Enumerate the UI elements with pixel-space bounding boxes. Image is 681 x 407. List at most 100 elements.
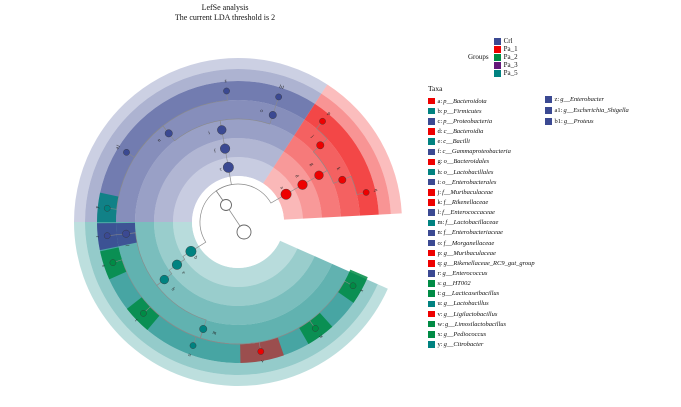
group-legend-item: Pa_5 bbox=[493, 69, 518, 77]
tree-edge bbox=[199, 280, 354, 345]
group-legend-item: Pa_2 bbox=[493, 53, 518, 61]
taxa-legend-item: h: o__Lactobacillales bbox=[428, 167, 535, 177]
taxon-node bbox=[220, 143, 231, 154]
taxa-legend-item: e: c__Bacilli bbox=[428, 137, 535, 147]
taxa-legend-item: o: f__Morganellaceae bbox=[428, 238, 535, 248]
taxa-key: j: bbox=[437, 188, 442, 196]
legend-swatch bbox=[493, 61, 501, 69]
taxa-key: d: bbox=[437, 127, 443, 135]
sector-ring bbox=[97, 81, 315, 223]
taxa-key: y: bbox=[437, 340, 443, 348]
taxon-node-letter: u bbox=[187, 353, 192, 359]
taxon-node-letter: a1 bbox=[115, 144, 122, 151]
taxa-legend-item: b1: g__Proteus bbox=[545, 116, 629, 127]
legend-swatch bbox=[428, 280, 435, 287]
taxa-legend-item: p: g__Muribaculaceae bbox=[428, 248, 535, 258]
group-legend-text: Pa_5 bbox=[503, 69, 518, 77]
taxon-node-letter: x bbox=[360, 288, 366, 293]
legend-swatch bbox=[428, 219, 435, 226]
sector-ring bbox=[172, 156, 274, 222]
taxon-node-letter: g bbox=[308, 162, 314, 167]
taxa-legend-item: n: f__Enterobacteriaceae bbox=[428, 228, 535, 238]
taxa-name: g__Rikenellaceae_RC9_gut_group bbox=[443, 259, 535, 267]
taxa-legend: Taxa a: p__Bacteroidota b: p__Firmicutes c: p… bbox=[428, 84, 535, 350]
taxa-legend-item: v: g__Ligilactobacillus bbox=[428, 309, 535, 319]
sector-ring bbox=[135, 222, 333, 325]
taxa-name: f__Rikenellaceae bbox=[443, 198, 489, 206]
taxon-node bbox=[338, 175, 347, 184]
tree-edge bbox=[176, 251, 192, 265]
taxa-legend-item: w: g__Limosilactobacillus bbox=[428, 319, 535, 329]
taxa-key: k: bbox=[437, 198, 443, 206]
taxon-node-letter: w bbox=[319, 334, 325, 340]
taxon-node bbox=[349, 282, 357, 290]
sector-ring bbox=[294, 119, 360, 217]
sector-ring bbox=[154, 138, 284, 222]
taxa-name: g__Escherichia_Shigella bbox=[563, 107, 629, 114]
taxa-name: f__Morganellaceae bbox=[443, 239, 495, 247]
group-legend-text: Pa_2 bbox=[503, 53, 518, 61]
taxon-node bbox=[164, 129, 173, 138]
taxa-legend-item: d: c__Bacteroidia bbox=[428, 126, 535, 136]
taxon-node-letter: c bbox=[219, 167, 223, 172]
taxon-node bbox=[297, 179, 308, 190]
taxon-node bbox=[159, 274, 169, 285]
legend-swatch bbox=[428, 178, 435, 186]
taxa-key: b1: bbox=[554, 118, 563, 125]
legend-swatch bbox=[428, 209, 435, 216]
legend-swatch bbox=[428, 138, 435, 145]
sector-ring bbox=[154, 222, 315, 306]
taxa-key: g: bbox=[437, 158, 443, 166]
taxa-key: c: bbox=[437, 117, 443, 125]
taxa-legend-item: j: f__Muribaculaceae bbox=[428, 187, 535, 197]
legend-swatch bbox=[428, 300, 435, 308]
legend-swatch bbox=[428, 148, 435, 156]
taxon-node bbox=[103, 204, 111, 212]
taxon-node bbox=[223, 87, 230, 95]
taxa-legend-item: m: f__Lactobacillaceae bbox=[428, 218, 535, 228]
sector-halo bbox=[85, 68, 322, 222]
taxon-node-letter: b1 bbox=[278, 85, 285, 91]
taxon-node-letter: n bbox=[157, 138, 162, 144]
taxa-name: c__Bacteroidia bbox=[443, 127, 484, 135]
taxa-legend-item: s: g__HT002 bbox=[428, 279, 535, 289]
taxon-node-letter: v bbox=[261, 359, 265, 364]
taxa-name: g__HT002 bbox=[442, 280, 471, 288]
tree-edge bbox=[156, 279, 207, 330]
taxon-node bbox=[314, 170, 324, 180]
taxon-node-letter: a bbox=[278, 186, 284, 191]
tree-edge bbox=[318, 170, 343, 184]
taxa-legend-item: l: f__Enterococcaceae bbox=[428, 208, 535, 218]
taxon-node bbox=[316, 141, 325, 150]
taxa-legend-item: r: g__Enterococcus bbox=[428, 268, 535, 278]
taxon-node-letter: p bbox=[326, 111, 332, 117]
taxa-key: n: bbox=[437, 229, 443, 237]
taxa-key: q: bbox=[437, 259, 443, 267]
taxon-node-letter: f bbox=[214, 149, 217, 154]
taxa-key: s: bbox=[437, 280, 442, 288]
taxa-legend-item: g: o__Bacteroidales bbox=[428, 157, 535, 167]
taxa-name: p__Bacteroidota bbox=[443, 97, 487, 105]
legend-swatch bbox=[428, 290, 435, 297]
taxa-legend-column-1: a: p__Bacteroidota b: p__Firmicutes c: p__Pro… bbox=[428, 96, 535, 350]
taxa-key: p: bbox=[437, 249, 443, 257]
taxa-name: g__Lactobacillus bbox=[443, 300, 489, 308]
sector-ring bbox=[135, 119, 295, 222]
sector-halo bbox=[314, 93, 391, 215]
taxa-key: b: bbox=[437, 107, 443, 115]
taxa-name: c__Gammaproteobacteria bbox=[442, 148, 511, 156]
legend-swatch bbox=[428, 199, 435, 206]
taxon-node bbox=[217, 125, 227, 135]
legend-swatch bbox=[493, 45, 501, 53]
taxon-node bbox=[362, 189, 370, 196]
taxon-node bbox=[199, 325, 208, 333]
group-legend-text: Pa_1 bbox=[503, 45, 518, 53]
taxon-node-letter: r bbox=[94, 236, 99, 239]
sector-ring bbox=[304, 103, 379, 216]
root-edge bbox=[190, 190, 227, 252]
taxa-name: g__Citrobacter bbox=[443, 340, 484, 348]
taxa-name: g__Proteus bbox=[563, 118, 594, 125]
root-node bbox=[236, 224, 252, 240]
